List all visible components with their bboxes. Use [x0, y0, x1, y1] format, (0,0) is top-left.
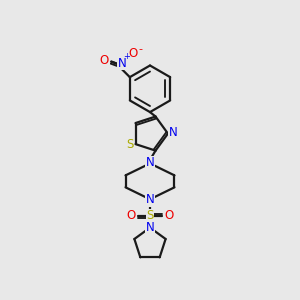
Text: S: S [146, 209, 154, 222]
Text: O: O [100, 54, 109, 67]
Text: -: - [138, 44, 142, 54]
Text: N: N [146, 156, 154, 169]
Text: N: N [146, 220, 154, 233]
Text: O: O [127, 209, 136, 222]
Text: +: + [123, 52, 130, 61]
Text: S: S [126, 138, 134, 151]
Text: O: O [164, 209, 173, 222]
Text: N: N [146, 194, 154, 206]
Text: O: O [129, 47, 138, 60]
Text: N: N [117, 57, 126, 70]
Text: N: N [169, 126, 178, 139]
